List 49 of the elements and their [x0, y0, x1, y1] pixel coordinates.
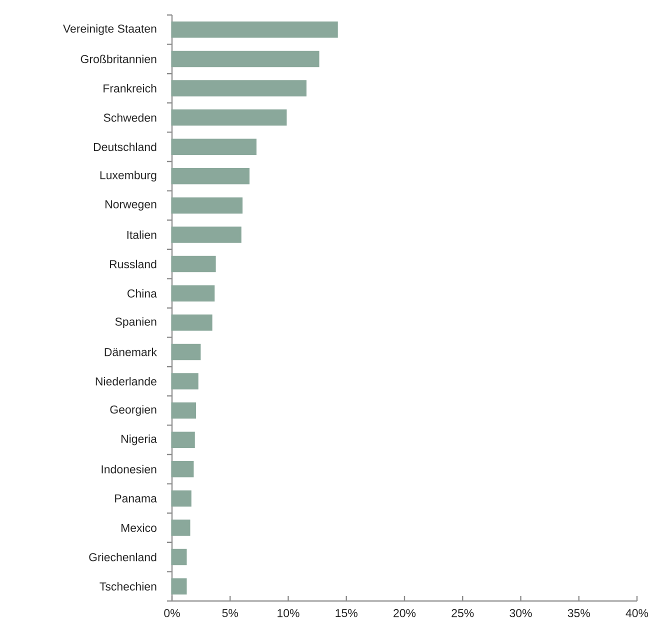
y-tick-label: Luxemburg	[100, 170, 156, 182]
y-tick-label: Russland	[110, 260, 156, 268]
x-tick-label: 40%	[626, 609, 648, 618]
y-tick-label: China	[128, 289, 157, 298]
bar	[171, 490, 192, 507]
y-tick-label: Mexico	[121, 524, 156, 532]
bar	[171, 22, 338, 38]
y-tick-label: Spanien	[115, 317, 156, 328]
bar	[171, 50, 320, 68]
y-tick-label: Großbritannien	[80, 54, 156, 64]
x-tick-label: 30%	[510, 609, 532, 618]
bar	[171, 373, 198, 390]
y-tick-label: Frankreich	[104, 84, 156, 92]
y-tick-label: Schweden	[104, 113, 156, 122]
bar	[171, 314, 212, 331]
bar	[171, 256, 216, 272]
bar	[171, 520, 190, 536]
y-tick-label: Norwegen	[105, 200, 156, 211]
y-tick-label: Griechenland	[89, 552, 156, 562]
bar	[171, 285, 215, 302]
bar	[171, 432, 195, 448]
y-tick-label: Tschechien	[100, 582, 156, 591]
bar	[171, 138, 256, 155]
x-tick-label: 5%	[222, 609, 238, 618]
y-tick-label: Panama	[115, 494, 157, 502]
x-tick-label: 0%	[164, 609, 180, 618]
y-tick-label: Indonesien	[102, 464, 156, 474]
y-tick-label: Nigeria	[121, 434, 157, 446]
bar	[171, 548, 187, 566]
y-tick-label: Deutschland	[94, 142, 156, 152]
bar	[171, 461, 194, 478]
bar	[171, 168, 250, 184]
bar	[171, 402, 196, 419]
x-tick-label: 20%	[394, 609, 416, 618]
bar	[171, 226, 242, 243]
bar	[171, 109, 287, 126]
x-tick-label: 25%	[452, 609, 474, 618]
x-tick-label: 35%	[568, 609, 590, 618]
bar	[171, 197, 243, 214]
y-tick-label: Vereinigte Staaten	[63, 24, 156, 36]
x-tick-label: 15%	[336, 609, 358, 618]
bar	[171, 344, 201, 360]
y-tick-label: Dänemark	[104, 348, 157, 356]
bar	[171, 578, 187, 594]
bar	[171, 80, 306, 96]
y-tick-label: Georgien	[110, 405, 156, 416]
y-tick-label: Italien	[127, 230, 156, 239]
y-tick-label: Niederlande	[96, 377, 156, 386]
x-tick-label: 10%	[278, 609, 300, 618]
